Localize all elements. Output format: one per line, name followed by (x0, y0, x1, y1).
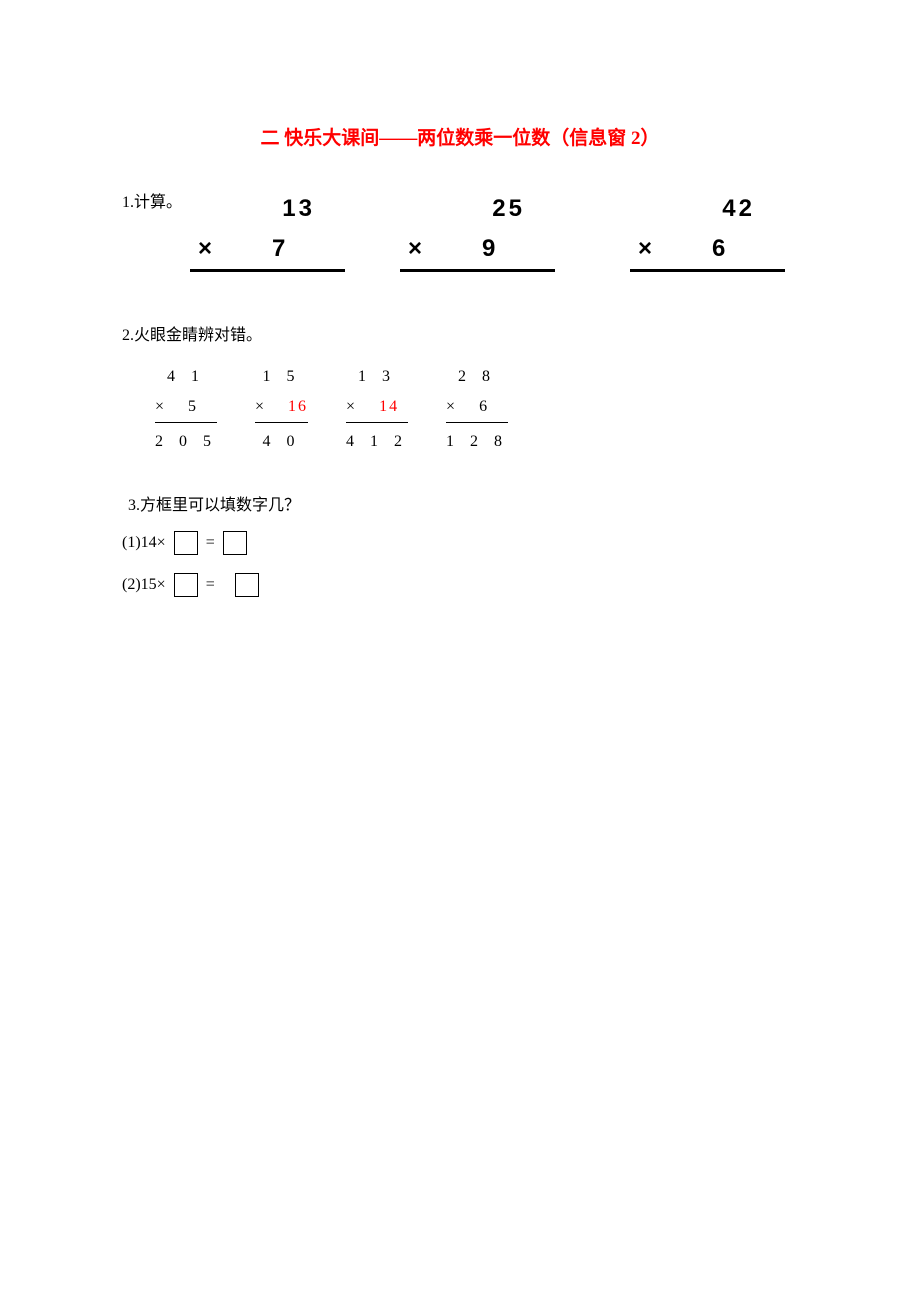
equals-sign: = (206, 534, 215, 552)
answer-box (174, 573, 198, 597)
answer-box (174, 531, 198, 555)
q3-line-2: (2)15× = (122, 573, 263, 597)
q2-answer: 4 0 (263, 423, 301, 457)
mult-problem-1: 13×7 (190, 195, 345, 272)
times-sign: × (638, 235, 652, 263)
q2-problem-4: 2 8×61 2 8 (446, 362, 508, 457)
q2-multiplier: 5 (188, 398, 198, 416)
q2-label: 2.火眼金睛辨对错。 (122, 321, 262, 345)
times-sign: × (155, 398, 170, 416)
multiplicand: 13 (190, 195, 345, 223)
q2-multiplier-row: ×6 (446, 392, 508, 423)
q2-problem-3: 1 3 × 14 4 1 2 (346, 362, 408, 457)
q2-multiplier-row: × 16 (255, 392, 308, 423)
title-text: 二 快乐大课间——两位数乘一位数（信息窗 2） (260, 128, 659, 149)
q2-multiplicand: 1 5 (263, 362, 301, 392)
times-sign: × (198, 235, 212, 263)
answer-box (235, 573, 259, 597)
q2-multiplier: 16 (288, 398, 308, 416)
q1-label: 1.计算。 (122, 188, 182, 212)
q2-multiplier-row: ×5 (155, 392, 217, 423)
q2-multiplicand: 1 3 (358, 362, 396, 392)
q2-answer: 1 2 8 (446, 423, 508, 457)
multiplicand: 25 (400, 195, 555, 223)
q2-multiplier: 6 (479, 398, 489, 416)
times-sign: × (446, 398, 461, 416)
multiplier: 7 (272, 235, 285, 263)
mult-problem-3: 42×6 (630, 195, 785, 272)
mult-problem-2: 25×9 (400, 195, 555, 272)
multiplier-row: ×6 (630, 235, 785, 272)
q2-answer: 4 1 2 (346, 423, 408, 457)
equals-sign: = (206, 576, 215, 594)
times-sign: × (408, 235, 422, 263)
times-sign: × (346, 398, 361, 416)
q2-multiplicand: 4 1 (167, 362, 205, 392)
multiplicand: 42 (630, 195, 785, 223)
q3-label: 3.方框里可以填数字几？ (128, 491, 300, 515)
multiplier-row: ×7 (190, 235, 345, 272)
answer-box (223, 531, 247, 555)
multiplier: 9 (482, 235, 495, 263)
q2-multiplicand: 2 8 (458, 362, 496, 392)
multiplier: 6 (712, 235, 725, 263)
q2-answer: 2 0 5 (155, 423, 217, 457)
q3-prefix-1: (1)14× (122, 534, 166, 552)
page-title: 二 快乐大课间——两位数乘一位数（信息窗 2） (0, 123, 920, 150)
multiplier-row: ×9 (400, 235, 555, 272)
q2-problems: 4 1×52 0 51 5×164 01 3×144 1 22 8×61 2 8 (155, 362, 508, 457)
times-sign: × (255, 398, 270, 416)
q2-problem-2: 1 5 × 16 4 0 (255, 362, 308, 457)
q2-multiplier: 14 (379, 398, 399, 416)
q3-prefix-2: (2)15× (122, 576, 166, 594)
q2-multiplier-row: × 14 (346, 392, 408, 423)
q2-problem-1: 4 1×52 0 5 (155, 362, 217, 457)
q3-line-1: (1)14× = (122, 531, 251, 555)
